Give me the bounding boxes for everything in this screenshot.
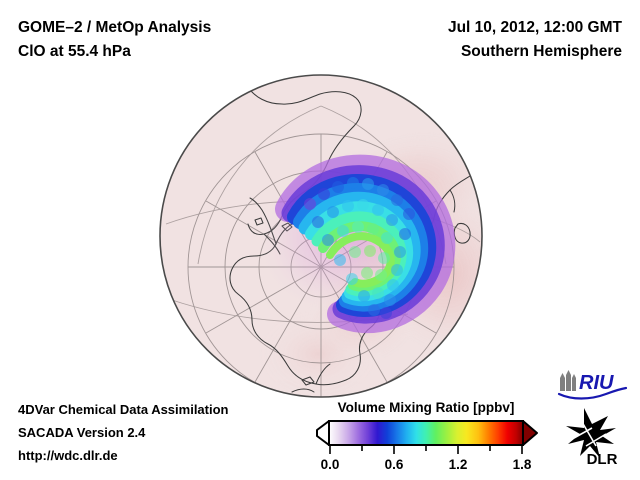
plume-cells: [304, 177, 415, 319]
coast-new-zealand: [291, 388, 315, 393]
page-title: GOME–2 / MetOp Analysis: [18, 19, 212, 36]
colorbar-tick-labels: 0.0 0.6 1.2 1.8: [321, 457, 532, 472]
colorbar: 0.0 0.6 1.2 1.8: [311, 418, 541, 474]
colorbar-ticks: [329, 445, 523, 454]
timestamp-label: Jul 10, 2012, 12:00 GMT: [447, 19, 622, 36]
method-label: 4DVar Chemical Data Assimilation: [18, 402, 229, 417]
colorbar-svg: 0.0 0.6 1.2 1.8: [316, 420, 538, 472]
colorbar-tick-label: 1.8: [513, 457, 532, 472]
globe-outline: [159, 74, 483, 398]
island-sth-georgia: [301, 376, 315, 386]
version-label: SACADA Version 2.4: [18, 425, 146, 440]
riu-tower-icon: [560, 370, 576, 391]
globe-svg: [159, 74, 483, 398]
colorbar-tick-label: 0.0: [321, 457, 340, 472]
riu-wordmark: RIU: [579, 372, 614, 394]
dlr-logo-svg: DLR: [566, 408, 618, 468]
region-label: Southern Hemisphere: [460, 43, 622, 60]
clo-plume: [254, 143, 456, 334]
riu-swoosh-icon: [557, 386, 628, 400]
riu-logo: RIU: [556, 369, 630, 403]
coast-africa-inner: [449, 189, 456, 213]
colorbar-title: Volume Mixing Ratio [ppbv]: [337, 400, 515, 415]
coast-australia: [419, 91, 451, 98]
colorbar-tick-label: 1.2: [449, 457, 468, 472]
source-url-label[interactable]: http://wdc.dlr.de: [18, 448, 118, 463]
colorbar-tick-label: 0.6: [385, 457, 404, 472]
species-level-subtitle: ClO at 55.4 hPa: [18, 43, 131, 60]
riu-logo-svg: RIU: [557, 370, 628, 400]
globe-map: [158, 74, 484, 400]
coast-ross-notch: [315, 363, 331, 385]
colorbar-extend-right: [522, 420, 538, 446]
colorbar-gradient: [328, 420, 524, 446]
colorbar-extend-left: [316, 420, 330, 446]
dlr-logo: DLR: [562, 406, 632, 468]
dlr-emblem-slashes: [573, 421, 607, 447]
dlr-emblem-icon: [566, 408, 616, 458]
dlr-wordmark: DLR: [587, 451, 618, 468]
